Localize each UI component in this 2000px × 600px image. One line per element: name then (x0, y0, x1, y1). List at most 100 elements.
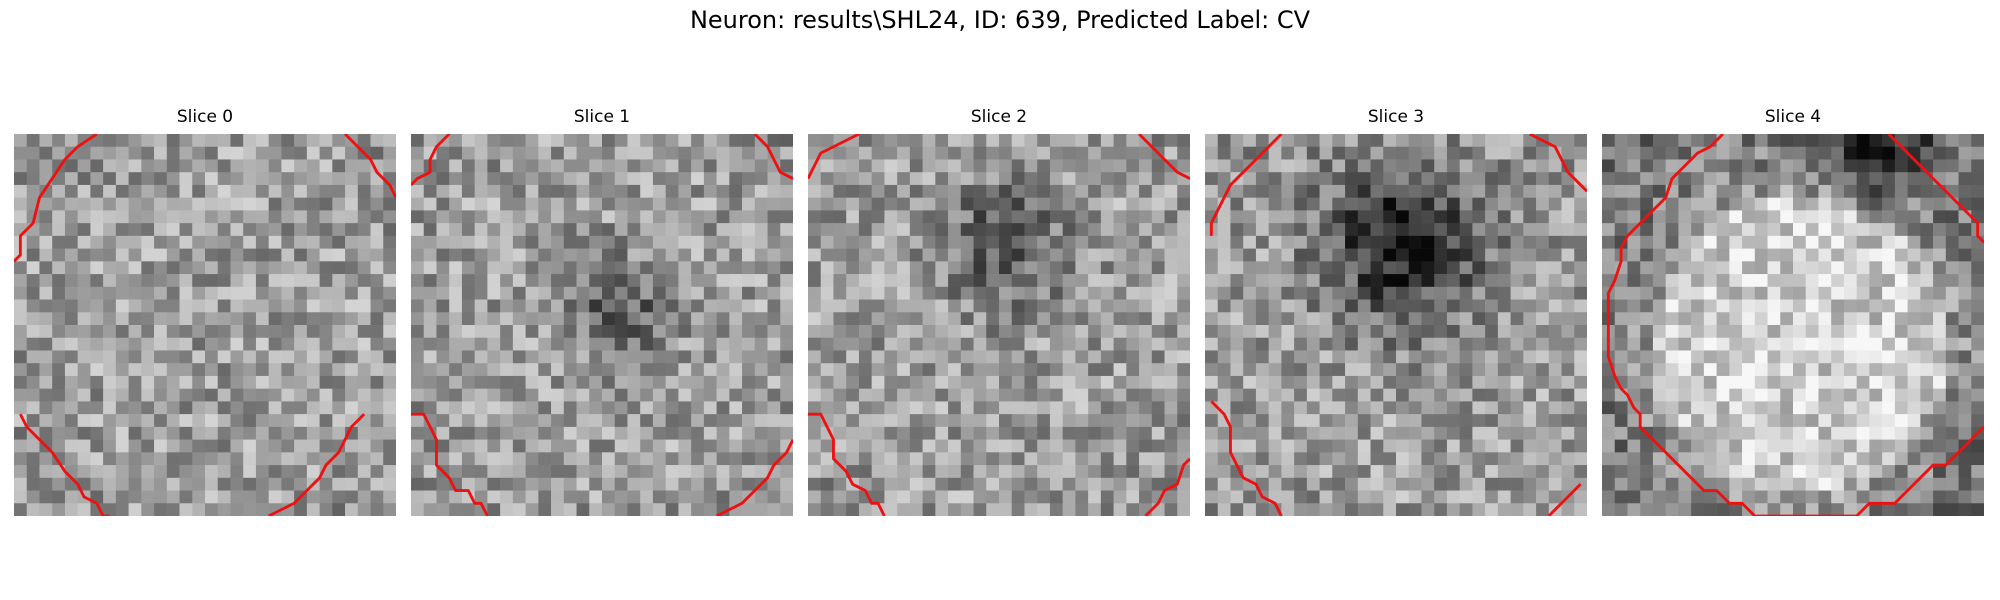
pixel-cell (1908, 363, 1921, 376)
pixel-cell (1088, 134, 1101, 147)
pixel-cell (780, 198, 793, 211)
pixel-cell (129, 134, 142, 147)
pixel-cell (1920, 274, 1933, 287)
pixel-cell (602, 376, 615, 389)
pixel-cell (243, 401, 256, 414)
pixel-cell (1396, 363, 1409, 376)
pixel-cell (1012, 159, 1025, 172)
pixel-cell (78, 503, 91, 516)
pixel-cell (846, 147, 859, 160)
pixel-cell (1768, 198, 1781, 211)
pixel-cell (1933, 363, 1946, 376)
pixel-cell (742, 452, 755, 465)
pixel-cell (1523, 401, 1536, 414)
pixel-cell (961, 491, 974, 504)
pixel-cell (1177, 401, 1190, 414)
pixel-cell (500, 376, 513, 389)
pixel-cell (1012, 287, 1025, 300)
pixel-cell (1243, 491, 1256, 504)
pixel-cell (1869, 350, 1882, 363)
pixel-cell (897, 134, 910, 147)
pixel-cell (678, 210, 691, 223)
pixel-cell (577, 491, 590, 504)
pixel-cell (1037, 159, 1050, 172)
pixel-cell (154, 210, 167, 223)
pixel-cell (383, 427, 396, 440)
pixel-cell (1780, 159, 1793, 172)
pixel-cell (230, 491, 243, 504)
pixel-cell (1857, 159, 1870, 172)
pixel-cell (821, 249, 834, 262)
pixel-cell (1946, 172, 1959, 185)
pixel-cell (192, 172, 205, 185)
pixel-cell (449, 465, 462, 478)
pixel-cell (424, 198, 437, 211)
pixel-cell (1666, 261, 1679, 274)
pixel-cell (1177, 389, 1190, 402)
pixel-cell (320, 274, 333, 287)
pixel-cell (141, 363, 154, 376)
pixel-cell (1882, 350, 1895, 363)
pixel-cell (462, 300, 475, 313)
pixel-cell (1666, 478, 1679, 491)
pixel-cell (755, 236, 768, 249)
pixel-cell (1114, 363, 1127, 376)
pixel-cell (424, 363, 437, 376)
pixel-cell (768, 172, 781, 185)
pixel-cell (1704, 312, 1717, 325)
pixel-cell (116, 376, 129, 389)
pixel-cell (1050, 325, 1063, 338)
pixel-cell (1421, 350, 1434, 363)
pixel-cell (1793, 274, 1806, 287)
pixel-cell (513, 223, 526, 236)
pixel-cell (103, 236, 116, 249)
pixel-cell (1345, 325, 1358, 338)
pixel-cell (1717, 223, 1730, 236)
pixel-cell (1818, 503, 1831, 516)
pixel-cell (1574, 363, 1587, 376)
pixel-cell (1742, 350, 1755, 363)
pixel-cell (961, 223, 974, 236)
pixel-cell (345, 350, 358, 363)
pixel-cell (205, 363, 218, 376)
pixel-cell (1281, 210, 1294, 223)
pixel-cell (1205, 287, 1218, 300)
pixel-cell (1869, 325, 1882, 338)
pixel-cell (1882, 147, 1895, 160)
pixel-cell (615, 274, 628, 287)
pixel-cell (691, 350, 704, 363)
pixel-cell (192, 325, 205, 338)
pixel-cell (1050, 414, 1063, 427)
pixel-cell (821, 236, 834, 249)
pixel-cell (1678, 185, 1691, 198)
pixel-cell (691, 363, 704, 376)
pixel-cell (1640, 491, 1653, 504)
pixel-cell (897, 210, 910, 223)
pixel-cell (615, 478, 628, 491)
pixel-cell (1012, 363, 1025, 376)
pixel-cell (1075, 325, 1088, 338)
pixel-cell (1320, 274, 1333, 287)
pixel-cell (1780, 274, 1793, 287)
pixel-cell (1024, 312, 1037, 325)
pixel-cell (1562, 478, 1575, 491)
pixel-cell (1037, 210, 1050, 223)
pixel-cell (923, 249, 936, 262)
pixel-cell (1332, 198, 1345, 211)
pixel-cell (1126, 300, 1139, 313)
pixel-cell (39, 210, 52, 223)
pixel-cell (424, 401, 437, 414)
pixel-cell (1562, 503, 1575, 516)
pixel-cell (1869, 287, 1882, 300)
pixel-cell (1307, 350, 1320, 363)
pixel-cell (1920, 350, 1933, 363)
pixel-cell (269, 491, 282, 504)
pixel-cell (872, 478, 885, 491)
pixel-cell (729, 210, 742, 223)
pixel-cell (1294, 491, 1307, 504)
pixel-cell (1780, 338, 1793, 351)
pixel-cell (1857, 147, 1870, 160)
pixel-cell (538, 338, 551, 351)
pixel-cell (1101, 338, 1114, 351)
pixel-cell (371, 414, 384, 427)
